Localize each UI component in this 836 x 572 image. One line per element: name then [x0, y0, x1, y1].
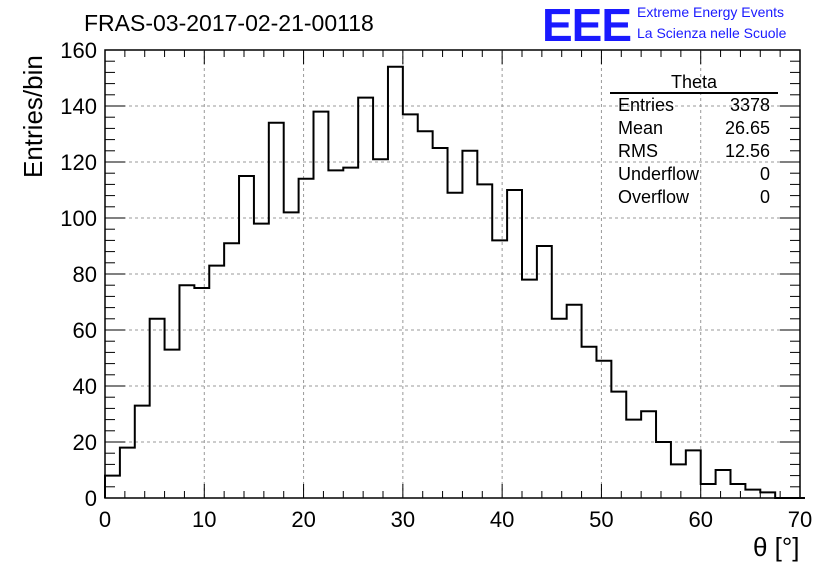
stats-value: 12.56: [724, 141, 770, 161]
x-tick-label: 60: [688, 507, 712, 532]
y-axis-label: Entries/bin: [18, 55, 48, 178]
histogram-bars: [104, 65, 805, 499]
y-tick-labels: 0 20 40 60 80 100 120 140 160: [60, 38, 97, 511]
x-tick-label: 30: [391, 507, 415, 532]
stats-row-underflow: Underflow 0: [610, 163, 778, 186]
x-tick-label: 20: [291, 507, 315, 532]
eee-logo: EEE: [542, 0, 632, 51]
stats-value: 3378: [729, 95, 770, 115]
y-tick-label: 140: [60, 94, 97, 119]
chart-title: FRAS-03-2017-02-21-00118: [84, 10, 374, 36]
x-tick-label: 10: [192, 507, 216, 532]
stats-label: Mean: [618, 118, 664, 138]
histogram-outline: [104, 65, 805, 499]
stats-row-rms: RMS 12.56: [610, 140, 778, 163]
axis-ticks: [104, 49, 801, 499]
x-tick-label: 0: [99, 507, 111, 532]
stats-row-mean: Mean 26.65: [610, 117, 778, 140]
y-tick-label: 20: [73, 430, 97, 455]
stats-box: Theta Entries 3378 Mean 26.65 RMS 12.56 …: [610, 72, 778, 209]
stats-row-overflow: Overflow 0: [610, 186, 778, 209]
x-tick-label: 40: [490, 507, 514, 532]
y-tick-label: 120: [60, 150, 97, 175]
stats-value: 0: [759, 164, 770, 184]
y-tick-label: 100: [60, 206, 97, 231]
y-tick-label: 60: [73, 318, 97, 343]
x-tick-label: 70: [788, 507, 812, 532]
stats-value: 0: [759, 187, 770, 207]
y-tick-label: 40: [73, 374, 97, 399]
x-tick-labels: 0 10 20 30 40 50 60 70: [99, 507, 812, 532]
stats-label: Overflow: [618, 187, 690, 207]
stats-row-entries: Entries 3378: [610, 94, 778, 117]
logo-line-2: La Scienza nelle Scuole: [637, 25, 787, 41]
y-tick-label: 80: [73, 262, 97, 287]
stats-label: RMS: [618, 141, 658, 161]
grid: [105, 50, 800, 498]
logo-line-1: Extreme Energy Events: [637, 4, 785, 20]
stats-label: Entries: [618, 95, 675, 115]
stats-label: Underflow: [618, 164, 700, 184]
x-axis-label: θ [°]: [753, 532, 800, 562]
stats-title: Theta: [610, 72, 778, 94]
stats-value: 26.65: [724, 118, 770, 138]
y-tick-label: 160: [60, 38, 97, 63]
y-tick-label: 0: [85, 486, 97, 511]
x-tick-label: 50: [589, 507, 613, 532]
